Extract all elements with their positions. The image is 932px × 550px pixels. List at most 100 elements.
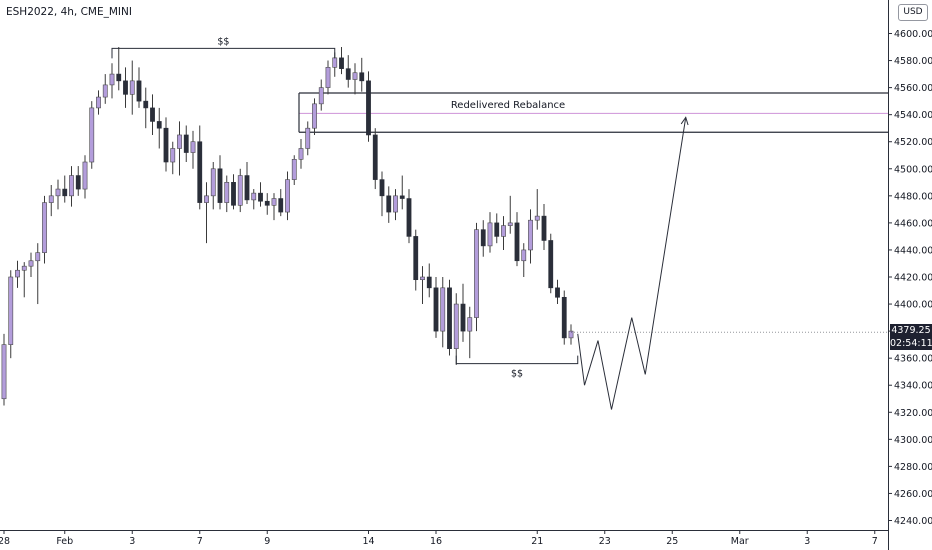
candle-body xyxy=(568,330,574,339)
candle-body xyxy=(244,175,250,201)
y-tick-label: 4440.00 xyxy=(894,245,932,256)
candle-body xyxy=(298,148,304,160)
liquidity-bottom-label: $$ xyxy=(511,369,523,380)
candle-body xyxy=(440,287,446,332)
y-tick-label: 4560.00 xyxy=(894,83,932,94)
candle-body xyxy=(102,84,108,98)
y-tick-label: 4480.00 xyxy=(894,191,932,202)
candle-body xyxy=(514,222,520,262)
candle-body xyxy=(75,175,81,190)
candle-body xyxy=(555,287,560,298)
candle-body xyxy=(521,249,527,262)
candle-body xyxy=(264,200,270,206)
candle-body xyxy=(143,100,149,109)
y-tick-label: 4420.00 xyxy=(894,273,932,284)
candle-body xyxy=(474,229,479,318)
x-tick-label: 3 xyxy=(129,536,135,547)
candle-body xyxy=(467,317,473,332)
candle-body xyxy=(89,107,95,163)
currency-badge[interactable]: USD xyxy=(898,4,928,21)
candle-body xyxy=(433,287,439,332)
y-tick-label: 4460.00 xyxy=(894,218,932,229)
x-tick-label: 25 xyxy=(666,536,678,547)
x-tick-label: 7 xyxy=(197,536,203,547)
y-tick-label: 4240.00 xyxy=(894,516,932,527)
candle-body xyxy=(278,198,284,213)
candle-body xyxy=(156,121,162,129)
candle-body xyxy=(548,240,554,289)
symbol-title[interactable]: ESH2022, 4h, CME_MINI xyxy=(6,6,132,18)
y-tick-label: 4360.00 xyxy=(894,354,932,365)
x-tick-label: Mar xyxy=(731,536,749,547)
candle-body xyxy=(379,179,385,197)
candle-body xyxy=(35,252,41,262)
bar-countdown: 02:54:11 xyxy=(890,338,932,349)
x-tick-label: 3 xyxy=(804,536,810,547)
candle-body xyxy=(55,188,61,197)
y-tick-label: 4260.00 xyxy=(894,489,932,500)
x-tick-label: 14 xyxy=(362,536,374,547)
x-tick-label: 16 xyxy=(430,536,442,547)
candle-body xyxy=(177,134,182,149)
candle-body xyxy=(372,134,378,180)
x-tick-label: 21 xyxy=(531,536,543,547)
candle-body xyxy=(507,222,513,226)
candle-body xyxy=(183,134,189,153)
y-axis: 4240.00 4260.00 4280.00 4300.00 4320.00 4340.… xyxy=(888,0,932,550)
last-price-tag: 4379.25 02:54:11 xyxy=(890,324,932,350)
candle-body xyxy=(420,276,425,281)
candle-body xyxy=(339,57,344,69)
candle-body xyxy=(359,72,365,82)
candle-body xyxy=(69,175,74,197)
candle-body xyxy=(251,192,257,201)
projection-path xyxy=(577,117,687,410)
projection-arrowhead xyxy=(680,116,689,126)
candle-body xyxy=(528,219,533,251)
candle-body xyxy=(224,182,230,203)
candle-body xyxy=(163,127,169,163)
candle-body xyxy=(406,198,412,237)
rebalance-zone-label: Redelivered Rebalance xyxy=(451,100,565,111)
candle-body xyxy=(15,269,20,278)
x-tick-label: Feb xyxy=(56,536,73,547)
y-tick-label: 4600.00 xyxy=(894,29,932,40)
candle-body xyxy=(197,141,203,203)
y-tick-label: 4280.00 xyxy=(894,462,932,473)
candle-body xyxy=(123,80,128,95)
candle-body xyxy=(129,80,135,95)
candle-body xyxy=(352,72,358,80)
liquidity-top-label: $$ xyxy=(217,36,229,47)
candle-body xyxy=(393,195,398,213)
annotations: Redelivered Rebalance $$ $$ xyxy=(111,36,888,410)
x-tick-label: 28 xyxy=(0,536,10,547)
candle-body xyxy=(487,222,493,247)
candle-body xyxy=(42,202,47,253)
candle-body xyxy=(305,127,311,149)
candle-body xyxy=(237,175,243,206)
y-tick-label: 4300.00 xyxy=(894,435,932,446)
x-tick-label: 23 xyxy=(599,536,611,547)
candle-body xyxy=(96,96,101,109)
candle-body xyxy=(231,182,236,206)
candle-body xyxy=(62,188,68,197)
horizontal-lines xyxy=(298,92,888,133)
candle-body xyxy=(82,161,88,190)
candle-body xyxy=(460,303,466,332)
candle-body xyxy=(170,148,176,163)
candle-body xyxy=(150,107,155,122)
candle-body xyxy=(332,57,338,68)
x-tick-label: 9 xyxy=(264,536,270,547)
candle-body xyxy=(494,222,500,237)
candle-body xyxy=(285,179,290,213)
candle-body xyxy=(413,236,419,281)
liquidity-top-bracket xyxy=(111,47,336,59)
x-axis: 28 Feb 3 7 9 14 16 21 23 25 Mar 3 7 xyxy=(0,530,889,547)
candle-body xyxy=(28,260,34,267)
candle-body xyxy=(8,276,14,345)
candle-body xyxy=(386,195,392,213)
candle-body xyxy=(48,195,54,203)
candle-body xyxy=(561,296,567,339)
candle-body xyxy=(366,80,371,136)
candlestick-series xyxy=(1,47,574,406)
